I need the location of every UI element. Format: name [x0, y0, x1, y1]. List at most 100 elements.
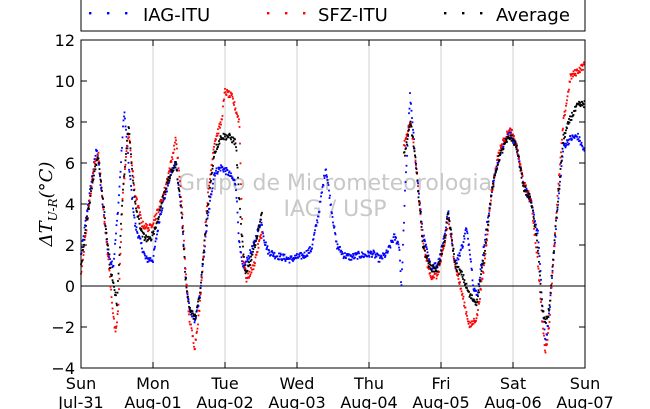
data-point	[431, 270, 434, 273]
data-point	[486, 228, 489, 231]
data-point	[260, 213, 263, 215]
data-point	[518, 155, 520, 158]
data-point	[418, 192, 420, 195]
x-tick-label-day: Tue	[210, 374, 238, 393]
data-point	[104, 217, 106, 220]
data-point	[575, 104, 578, 107]
data-point	[147, 227, 150, 229]
data-point	[499, 154, 501, 156]
data-point	[219, 169, 222, 172]
data-point	[178, 193, 181, 196]
data-point	[248, 261, 250, 264]
data-point	[506, 141, 508, 143]
data-point	[152, 255, 155, 257]
data-point	[193, 314, 196, 317]
data-point	[178, 175, 181, 178]
data-point	[144, 254, 146, 257]
data-point	[290, 256, 292, 259]
data-point	[401, 261, 404, 264]
data-point	[547, 332, 549, 334]
data-point	[134, 200, 136, 203]
data-point	[219, 121, 222, 124]
data-point	[133, 216, 136, 219]
data-point	[566, 127, 568, 130]
data-point	[217, 145, 219, 148]
data-point	[133, 189, 135, 192]
data-point	[139, 214, 142, 216]
data-point	[278, 258, 281, 261]
data-point	[186, 293, 189, 296]
data-point	[521, 181, 524, 184]
data-point	[505, 138, 507, 140]
data-point	[542, 310, 545, 313]
data-point	[216, 172, 219, 175]
data-point	[384, 256, 386, 258]
data-point	[215, 169, 217, 172]
data-point	[540, 278, 542, 281]
data-point	[314, 225, 317, 228]
data-point	[151, 224, 154, 227]
watermark-line-2: IAG / USP	[284, 197, 387, 222]
data-point	[232, 97, 234, 100]
data-point	[119, 262, 121, 265]
data-point	[225, 94, 228, 96]
data-point	[424, 240, 426, 243]
data-point	[454, 267, 457, 270]
data-point	[367, 251, 370, 254]
data-point	[430, 264, 432, 267]
data-point	[541, 304, 543, 307]
data-point	[402, 229, 405, 232]
data-point	[491, 191, 493, 194]
data-point	[261, 224, 263, 226]
data-point	[125, 153, 127, 155]
data-point	[514, 140, 517, 143]
data-point	[534, 226, 537, 229]
data-point	[82, 254, 85, 256]
data-point	[206, 224, 208, 227]
data-point	[541, 321, 544, 323]
data-point	[422, 239, 425, 242]
data-point	[507, 134, 510, 137]
data-point	[526, 192, 529, 195]
data-point	[574, 72, 577, 75]
data-point	[563, 114, 565, 117]
data-point	[226, 88, 228, 91]
data-point	[484, 252, 487, 255]
data-point	[97, 157, 100, 160]
data-point	[213, 155, 215, 158]
data-point	[471, 298, 474, 301]
data-point	[124, 125, 127, 128]
data-point	[560, 174, 562, 177]
data-point	[87, 206, 90, 209]
data-point	[273, 255, 275, 258]
data-point	[128, 170, 131, 173]
data-point	[128, 136, 130, 139]
data-point	[567, 120, 569, 123]
data-point	[217, 143, 220, 146]
data-point	[515, 148, 518, 151]
data-point	[448, 218, 450, 221]
data-point	[519, 166, 521, 169]
data-point	[237, 176, 239, 179]
data-point	[544, 337, 546, 340]
data-point	[460, 287, 462, 290]
data-point	[502, 139, 504, 141]
data-point	[86, 215, 88, 218]
data-point	[83, 235, 85, 238]
data-point	[480, 280, 483, 283]
data-point	[157, 208, 159, 211]
data-point	[147, 238, 149, 241]
data-point	[326, 179, 329, 181]
data-point	[169, 170, 172, 173]
data-point	[244, 268, 247, 270]
data-point	[100, 186, 103, 189]
data-point	[214, 140, 216, 142]
data-point	[454, 259, 456, 262]
data-point	[236, 211, 239, 214]
data-point	[109, 275, 111, 278]
data-point	[423, 238, 426, 241]
data-point	[501, 148, 503, 151]
data-point	[389, 246, 392, 249]
data-point	[361, 251, 363, 254]
data-point	[545, 315, 548, 318]
